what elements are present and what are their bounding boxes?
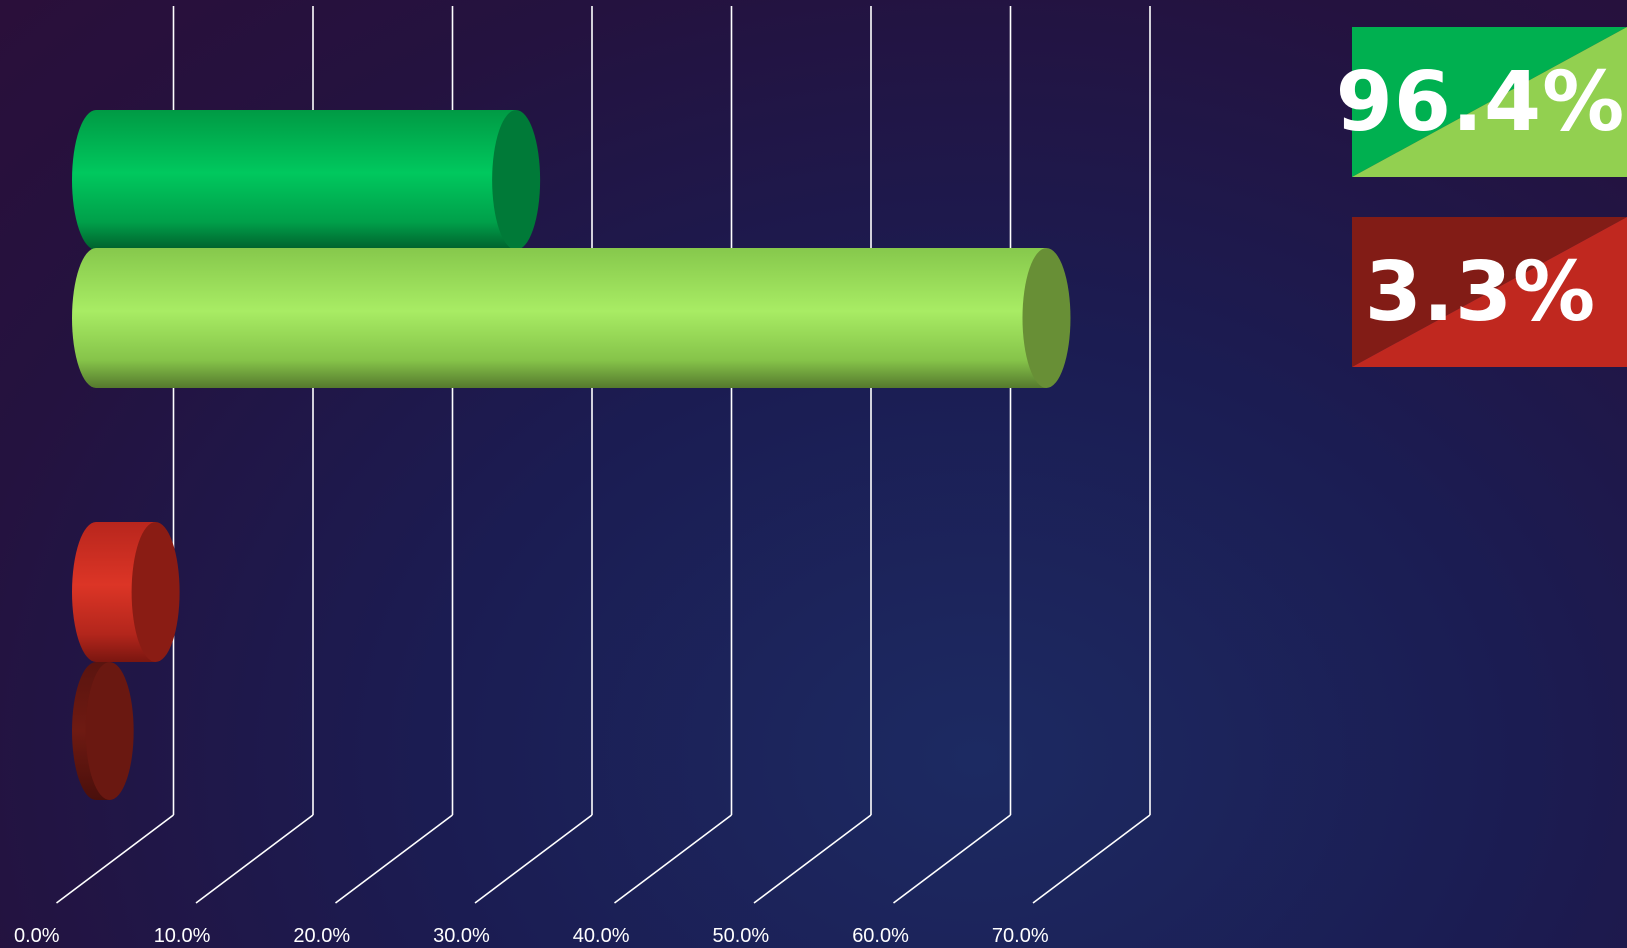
gridline-floor [893, 814, 1011, 904]
x-tick-label: 70.0% [992, 925, 1049, 947]
green-percentage-value: 96.4% [1335, 54, 1626, 150]
x-axis-tick-labels: 0.0% 10.0% 20.0% 30.0% 40.0% 50.0% 60.0% 70.0% [14, 925, 1049, 947]
x-tick-label: 0.0% [14, 925, 60, 947]
gridline-floor-origin [0, 815, 34, 903]
bar-end-cap [85, 662, 134, 800]
x-tick-label: 60.0% [852, 925, 909, 947]
red-percentage-value: 3.3% [1364, 244, 1597, 340]
bar-cylinder [72, 522, 180, 662]
bar-end-cap [1022, 248, 1071, 388]
bar-body [72, 248, 1047, 388]
gridline-floor [335, 814, 453, 904]
bars [72, 110, 1071, 800]
bar-cylinder [72, 248, 1071, 388]
x-tick-label: 20.0% [293, 925, 350, 947]
gridline-floor [195, 814, 314, 904]
bar-body [72, 110, 517, 250]
x-tick-label: 30.0% [433, 925, 490, 947]
x-tick-label: 40.0% [573, 925, 630, 947]
x-tick-label: 50.0% [713, 925, 770, 947]
gridline-floor [56, 814, 174, 904]
gridline-floor [474, 814, 593, 904]
bar-end-cap [492, 110, 541, 250]
green-percentage-badge: 96.4% [1336, 27, 1627, 177]
badge-background [1352, 27, 1627, 177]
badge-background [1352, 217, 1627, 367]
x-tick-label: 10.0% [154, 925, 211, 947]
red-percentage-badge: 3.3% [1352, 217, 1627, 367]
bar-end-cap [131, 522, 180, 662]
bar-cylinder [72, 662, 134, 800]
bar-cylinder [72, 110, 541, 250]
gridline-floor [753, 814, 872, 904]
gridline-floor [614, 814, 732, 904]
bar-body [72, 522, 156, 662]
gridline-floor [1032, 814, 1151, 904]
